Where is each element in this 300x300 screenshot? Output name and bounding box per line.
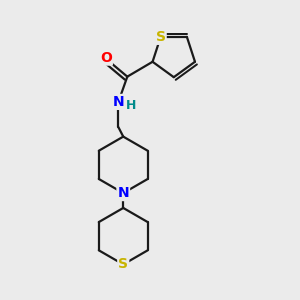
Text: O: O (100, 51, 112, 64)
Text: N: N (112, 95, 124, 109)
Text: S: S (118, 257, 128, 272)
Text: S: S (156, 30, 166, 44)
Text: H: H (126, 99, 136, 112)
Text: N: N (117, 186, 129, 200)
